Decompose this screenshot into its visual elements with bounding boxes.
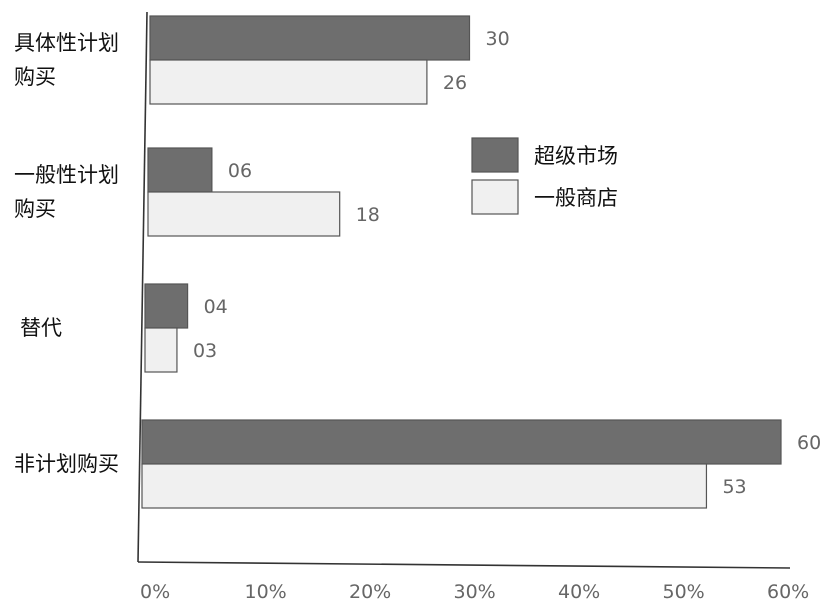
legend: 超级市场 一般商店 xyxy=(471,137,618,215)
category-label-0-line-0: 具体性计划 xyxy=(14,31,119,55)
x-tick-label-1: 10% xyxy=(245,581,287,603)
x-tick-label-6: 60% xyxy=(767,581,809,603)
bar-general-store-1 xyxy=(147,191,341,237)
value-labels-group: 30 26 06 18 04 03 60 53 xyxy=(193,28,821,498)
x-tick-label-4: 40% xyxy=(558,581,600,603)
bar-supermarket-2 xyxy=(144,283,189,329)
bar-general-store-3 xyxy=(141,463,708,509)
category-label-1-line-0: 一般性计划 xyxy=(14,163,119,187)
legend-swatch-general-store xyxy=(471,179,519,215)
category-label-0-line-1: 购买 xyxy=(14,65,56,89)
x-tick-label-5: 50% xyxy=(663,581,705,603)
category-label-2-line-0: 替代 xyxy=(20,316,62,340)
x-tick-label-0: 0% xyxy=(140,581,170,603)
value-label-supermarket-0: 30 xyxy=(486,28,510,50)
value-label-supermarket-2: 04 xyxy=(204,296,228,318)
bar-supermarket-3 xyxy=(141,419,782,465)
bar-supermarket-1 xyxy=(147,147,213,193)
category-label-1-line-1: 购买 xyxy=(14,197,56,221)
bar-general-store-0 xyxy=(149,59,428,105)
value-label-general-store-1: 18 xyxy=(356,204,380,226)
value-label-supermarket-3: 60 xyxy=(797,432,821,454)
category-label-3-line-0: 非计划购买 xyxy=(14,452,119,476)
legend-label-general-store: 一般商店 xyxy=(534,186,618,210)
legend-label-supermarket: 超级市场 xyxy=(534,144,618,168)
bars-group xyxy=(141,15,782,509)
bar-supermarket-0 xyxy=(149,15,471,61)
x-axis-line xyxy=(137,561,791,569)
legend-swatch-supermarket xyxy=(471,137,519,173)
value-label-general-store-3: 53 xyxy=(722,476,746,498)
x-tick-label-3: 30% xyxy=(454,581,496,603)
bar-general-store-2 xyxy=(144,327,178,373)
x-tick-label-2: 20% xyxy=(349,581,391,603)
value-label-general-store-2: 03 xyxy=(193,340,217,362)
value-label-supermarket-1: 06 xyxy=(228,160,252,182)
value-label-general-store-0: 26 xyxy=(443,72,467,94)
y-axis-line xyxy=(137,11,148,563)
x-tick-labels-group: 0% 10% 20% 30% 40% 50% 60% xyxy=(140,581,809,603)
